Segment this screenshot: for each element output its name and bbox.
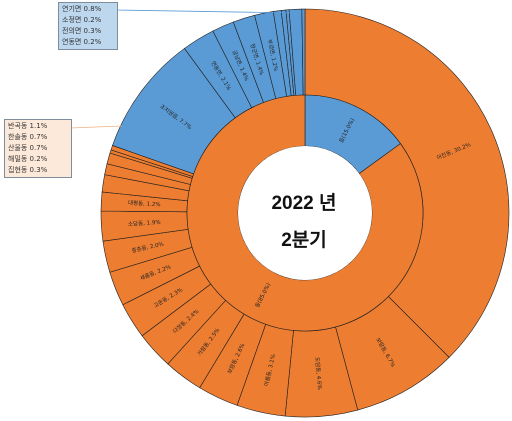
callout-top-leader [115,9,299,14]
callout-left-item-4: 집현동 0.3% [8,166,48,174]
callout-top-item-1: 소정면 0.2% [62,16,102,24]
inner-ring [186,94,424,332]
outer-ring [100,8,510,418]
callout-left-item-0: 반곡동 1.1% [8,122,48,130]
center-hole [238,146,372,280]
outer-label-10: 소담동, 1.9% [128,219,161,228]
callout-top-box: 연기면 0.8% 소정면 0.2% 전의면 0.3% 연동면 0.2% [58,2,118,50]
callout-top-item-3: 연동면 0.2% [62,38,102,46]
outer-label-2: 도담동, 4.6% [313,357,323,390]
callout-left-item-1: 한솔동 0.7% [8,133,48,141]
callout-left-box: 반곡동 1.1% 한솔동 0.7% 산울동 0.7% 해밀동 0.2% 집현동 0.3% [4,119,72,178]
callout-top-item-2: 전의면 0.3% [62,27,102,35]
center-title-quarter: 2분기 [281,230,327,251]
center-title-year: 2022 년 [271,193,337,214]
callout-left-leader [69,125,123,129]
callout-leaders [69,9,299,129]
callout-left-item-3: 해밀동 0.2% [8,155,48,163]
outer-label-11: 대평동, 1.2% [128,198,161,208]
callout-left-item-2: 산울동 0.7% [8,144,48,152]
callout-top-item-0: 연기면 0.8% [62,5,102,13]
